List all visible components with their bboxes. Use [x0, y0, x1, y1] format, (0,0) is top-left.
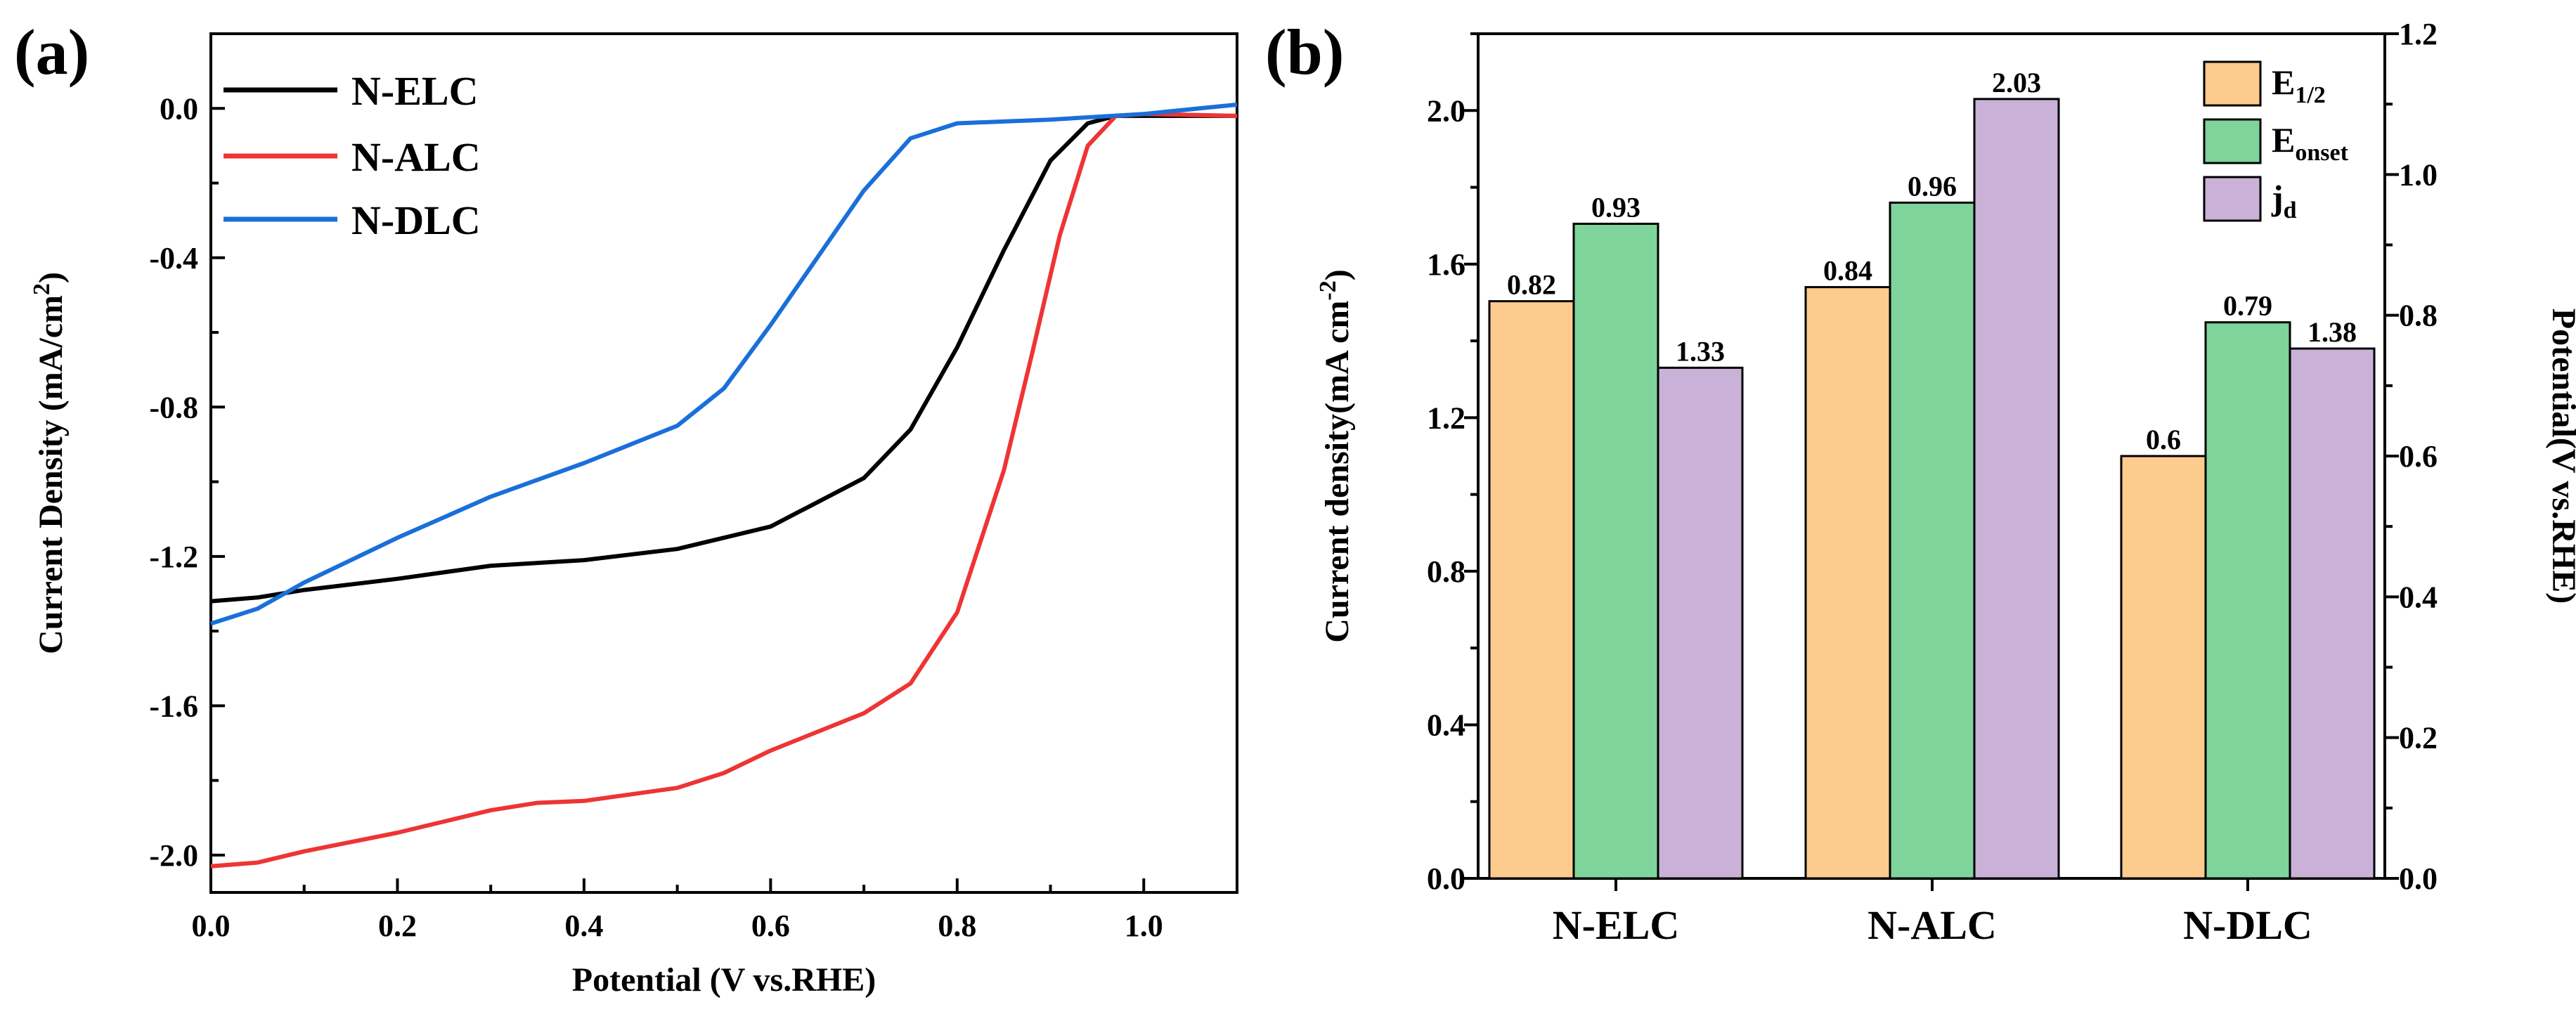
legend-label-n-alc: N-ALC [351, 134, 481, 180]
legend-e-half-sub: 1/2 [2295, 82, 2325, 108]
legend-jd-sub: d [2284, 197, 2297, 223]
panel-b-category-labels: N-ELC N-ALC N-DLC [1553, 902, 2312, 948]
panel-b-left-tick-label: 0.0 [1427, 862, 1465, 896]
panel-a-y-tick-label: 0.0 [160, 91, 198, 126]
panel-b-legend: E1/2 Eonset jd [2203, 60, 2349, 223]
legend-jd-main: j [2271, 178, 2284, 217]
panel-b-left-axis-title: Current density(mA cm-2) [1315, 269, 1356, 642]
panel-a-line-chart: (a) 0.0 0.2 0.4 0.6 0.8 1.0 0.0 -0.4 -0.… [14, 16, 1238, 999]
panel-a-y-title-superscript: 2 [29, 283, 55, 295]
panel-b-right-tick-label: 0.6 [2399, 439, 2438, 474]
panel-b-left-title-superscript: -2 [1315, 280, 1341, 300]
bar-e-onset-n-dlc [2204, 321, 2291, 880]
panel-a-x-tick-label: 1.0 [1125, 909, 1163, 943]
category-label: N-DLC [2183, 902, 2312, 948]
panel-a-y-axis-title: Current Density (mA/cm2) [29, 272, 70, 654]
panel-b-ticks [1464, 32, 2399, 891]
panel-a-y-tick-labels: 0.0 -0.4 -0.8 -1.2 -1.6 -2.0 [149, 91, 198, 873]
legend-label-e-onset: Eonset [2272, 120, 2349, 166]
panel-b-right-tick-label: 0.2 [2399, 721, 2438, 755]
panel-b-bar-chart: (b) 0.82 0.84 0.6 0.93 0.96 0.79 1.33 2.… [1265, 16, 2576, 948]
panel-b-label: (b) [1265, 16, 1344, 88]
panel-b-right-tick-labels: 0.0 0.2 0.4 0.6 0.8 1.0 1.2 [2399, 17, 2438, 896]
panel-a-legend: N-ELC N-ALC N-DLC [224, 68, 481, 243]
bar-value-label: 0.79 [2223, 290, 2272, 322]
panel-b-right-tick-label: 1.2 [2399, 17, 2438, 51]
bar-e-onset-n-elc [1572, 222, 1659, 880]
panel-b-left-title-close: ) [1319, 269, 1356, 280]
series-line-n-alc [210, 112, 1238, 869]
bar-jd-n-alc [1973, 98, 2060, 880]
category-label: N-ELC [1553, 902, 1679, 948]
panel-b-right-tick-label: 0.4 [2399, 580, 2438, 614]
series-line-n-elc [210, 113, 1237, 604]
panel-a-x-tick-label: 0.2 [378, 909, 417, 943]
bar-e-onset-n-alc [1889, 201, 1976, 880]
legend-swatch-jd [2203, 176, 2262, 222]
legend-label-n-elc: N-ELC [351, 68, 478, 114]
panel-b-right-axis-title: Potential(V vs.RHE) [2545, 308, 2576, 604]
panel-a-y-tick-label: -1.6 [149, 689, 198, 723]
panel-b-right-tick-label: 1.0 [2399, 157, 2438, 192]
bar-e-half-n-alc [1804, 286, 1891, 880]
panel-a-y-tick-label: -1.2 [149, 540, 198, 574]
panel-a-y-tick-label: -2.0 [149, 838, 198, 873]
panel-b-right-tick-label: 0.8 [2399, 299, 2438, 333]
bar-value-label: 1.38 [2308, 316, 2357, 348]
bar-value-label: 0.6 [2146, 424, 2181, 455]
category-label: N-ALC [1868, 902, 1997, 948]
legend-swatch-e-half [2203, 60, 2262, 107]
panel-b-left-tick-label: 1.2 [1427, 401, 1465, 435]
panel-a-label: (a) [14, 16, 89, 88]
legend-e-half-main: E [2272, 63, 2295, 102]
bar-value-label: 0.82 [1507, 269, 1556, 301]
bar-jd-n-dlc [2289, 347, 2376, 880]
legend-label-jd: jd [2271, 178, 2297, 223]
panel-b-left-tick-label: 0.8 [1427, 554, 1465, 589]
bar-value-label: 0.93 [1591, 191, 1640, 223]
panel-a-series-lines [210, 102, 1238, 869]
bar-value-label: 2.03 [1992, 67, 2041, 98]
panel-a-y-title-close: ) [32, 272, 70, 283]
panel-a-frame [209, 32, 1238, 894]
panel-a-x-tick-label: 0.6 [751, 909, 790, 943]
panel-b-left-title-main: Current density(mA cm [1319, 301, 1356, 643]
bar-value-label: 0.96 [1908, 170, 1957, 202]
legend-swatch-e-onset [2203, 118, 2262, 164]
panel-a-y-tick-label: -0.4 [149, 241, 198, 275]
panel-a-x-tick-label: 0.8 [938, 909, 976, 943]
legend-label-n-dlc: N-DLC [351, 197, 481, 243]
legend-label-e-half: E1/2 [2272, 63, 2326, 108]
panel-a-y-title-main: Current Density (mA/cm [32, 295, 70, 654]
panel-a-x-axis-title: Potential (V vs.RHE) [572, 961, 876, 999]
bar-jd-n-elc [1657, 366, 1744, 880]
series-line-n-dlc [210, 102, 1238, 626]
panel-a-x-tick-label: 0.0 [192, 909, 231, 943]
panel-a-x-tick-labels: 0.0 0.2 0.4 0.6 0.8 1.0 [192, 909, 1163, 943]
legend-e-onset-sub: onset [2295, 140, 2348, 166]
bar-e-half-n-dlc [2120, 455, 2207, 880]
panel-b-left-tick-label: 2.0 [1427, 93, 1465, 128]
panel-b-left-tick-label: 1.6 [1427, 247, 1465, 282]
panel-a-x-tick-label: 0.4 [564, 909, 603, 943]
bar-e-half-n-elc [1488, 300, 1575, 880]
panel-b-left-tick-label: 0.4 [1427, 708, 1465, 742]
panel-a-ticks [209, 32, 1238, 892]
panel-a-y-tick-label: -0.8 [149, 390, 198, 424]
panel-b-right-tick-label: 0.0 [2399, 862, 2438, 896]
legend-e-onset-main: E [2272, 120, 2295, 160]
panel-b-left-tick-labels: 0.0 0.4 0.8 1.2 1.6 2.0 [1427, 93, 1465, 896]
bar-value-label: 0.84 [1823, 255, 1872, 287]
bar-value-label: 1.33 [1676, 335, 1725, 367]
panel-b-bar-value-labels: 0.82 0.84 0.6 0.93 0.96 0.79 1.33 2.03 1… [1507, 67, 2357, 455]
panel-b-bars [1488, 98, 2376, 880]
